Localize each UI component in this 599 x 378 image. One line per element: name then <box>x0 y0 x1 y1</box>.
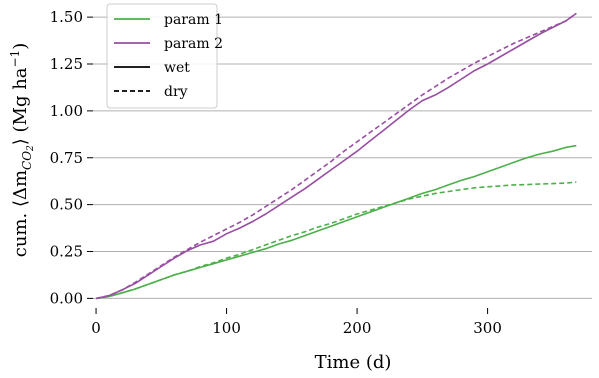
x-axis-label: Time (d) <box>315 352 392 373</box>
x-axis-ticks: 0 100 200 300 <box>91 308 502 337</box>
series-line-param-1-dry <box>95 181 577 300</box>
y-tick-label: 0.25 <box>50 243 83 261</box>
y-tick-label: 1.25 <box>50 55 83 73</box>
legend-label: wet <box>164 60 190 76</box>
y-axis-label: cum. ⟨ΔmCO2⟩ (Mg ha−1) <box>8 43 36 258</box>
series-line-param-2-dry <box>95 12 577 300</box>
series-lines <box>95 12 577 300</box>
x-tick-label: 200 <box>343 319 372 337</box>
y-axis-ticks: 0.00 0.25 0.50 0.75 1.00 1.25 1.50 <box>50 8 93 307</box>
x-tick-label: 0 <box>91 319 101 337</box>
y-tick-label: 0.50 <box>50 196 83 214</box>
y-tick-label: 1.50 <box>50 8 83 26</box>
x-tick-label: 300 <box>473 319 502 337</box>
legend-label: dry <box>164 84 188 100</box>
legend-label: param 2 <box>164 36 223 52</box>
y-tick-label: 0.00 <box>50 289 83 307</box>
y-tick-label: 0.75 <box>50 149 83 167</box>
series-line-param-2-wet <box>95 12 577 300</box>
legend-box <box>106 3 218 109</box>
x-tick-label: 100 <box>212 319 241 337</box>
legend-label: param 1 <box>164 12 223 28</box>
y-tick-label: 1.00 <box>50 102 83 120</box>
legend: param 1 param 2 wet dry <box>106 3 223 109</box>
